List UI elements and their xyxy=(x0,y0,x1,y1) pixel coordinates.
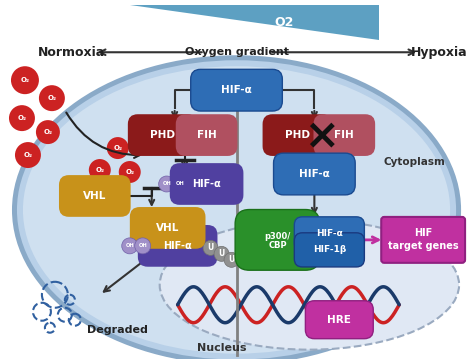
Text: O₂: O₂ xyxy=(113,145,122,151)
Ellipse shape xyxy=(17,60,456,359)
Text: O₂: O₂ xyxy=(18,115,27,121)
Text: HIF-α: HIF-α xyxy=(221,85,252,95)
Text: O2: O2 xyxy=(275,16,294,29)
Text: VHL: VHL xyxy=(156,223,179,233)
Circle shape xyxy=(15,142,41,168)
Text: Normoxia: Normoxia xyxy=(38,46,106,59)
Text: OH: OH xyxy=(175,182,184,186)
Text: OH: OH xyxy=(162,182,171,186)
Text: VHL: VHL xyxy=(83,191,107,201)
FancyBboxPatch shape xyxy=(235,210,320,270)
Circle shape xyxy=(11,66,39,94)
Text: Hypoxia: Hypoxia xyxy=(411,46,467,59)
Text: HIF-α: HIF-α xyxy=(192,179,221,189)
Text: U: U xyxy=(208,243,214,252)
Circle shape xyxy=(214,246,229,261)
FancyBboxPatch shape xyxy=(294,233,365,267)
FancyBboxPatch shape xyxy=(170,163,244,205)
Polygon shape xyxy=(130,5,379,40)
FancyBboxPatch shape xyxy=(294,217,365,251)
Text: U: U xyxy=(219,250,225,258)
Text: HIF
target genes: HIF target genes xyxy=(388,228,458,251)
Text: HIF-1β: HIF-1β xyxy=(313,245,346,255)
Text: O₂: O₂ xyxy=(23,152,33,158)
Text: OH: OH xyxy=(125,243,134,248)
Circle shape xyxy=(107,137,129,159)
Circle shape xyxy=(135,238,151,254)
Text: PHD: PHD xyxy=(285,130,310,140)
Text: Nucleus: Nucleus xyxy=(197,342,246,353)
Circle shape xyxy=(36,120,60,144)
Text: HIF-α: HIF-α xyxy=(299,169,330,179)
Text: PHD: PHD xyxy=(150,130,175,140)
Text: U: U xyxy=(228,255,235,264)
Text: FIH: FIH xyxy=(197,130,217,140)
Text: OH: OH xyxy=(138,243,147,248)
Ellipse shape xyxy=(160,220,459,350)
Ellipse shape xyxy=(23,66,450,354)
FancyBboxPatch shape xyxy=(263,114,332,156)
FancyBboxPatch shape xyxy=(381,217,465,263)
FancyBboxPatch shape xyxy=(191,69,283,111)
Ellipse shape xyxy=(12,55,461,359)
Circle shape xyxy=(122,238,138,254)
Text: Oxygen gradient: Oxygen gradient xyxy=(184,47,289,57)
FancyBboxPatch shape xyxy=(130,207,206,249)
Text: HRE: HRE xyxy=(328,315,351,325)
FancyBboxPatch shape xyxy=(128,114,198,156)
Text: Degraded: Degraded xyxy=(87,325,148,335)
FancyBboxPatch shape xyxy=(138,225,218,267)
Text: FIH: FIH xyxy=(335,130,354,140)
Text: O₂: O₂ xyxy=(125,169,134,175)
Text: CBP: CBP xyxy=(268,241,287,250)
Text: O₂: O₂ xyxy=(95,167,104,173)
Text: O₂: O₂ xyxy=(20,77,29,83)
Circle shape xyxy=(203,241,218,255)
FancyBboxPatch shape xyxy=(59,175,131,217)
Text: O₂: O₂ xyxy=(43,129,53,135)
Circle shape xyxy=(159,176,174,192)
FancyBboxPatch shape xyxy=(305,301,373,339)
Circle shape xyxy=(39,85,65,111)
FancyBboxPatch shape xyxy=(313,114,375,156)
Text: O₂: O₂ xyxy=(47,95,56,101)
Circle shape xyxy=(89,159,111,181)
Circle shape xyxy=(9,105,35,131)
FancyBboxPatch shape xyxy=(273,153,355,195)
FancyBboxPatch shape xyxy=(176,114,237,156)
Circle shape xyxy=(172,176,188,192)
Text: p300/: p300/ xyxy=(264,232,291,241)
Circle shape xyxy=(224,252,239,267)
Text: Cytoplasm: Cytoplasm xyxy=(383,157,445,167)
Text: HIF-α: HIF-α xyxy=(316,229,343,238)
Circle shape xyxy=(119,161,141,183)
Text: HIF-α: HIF-α xyxy=(163,241,192,251)
